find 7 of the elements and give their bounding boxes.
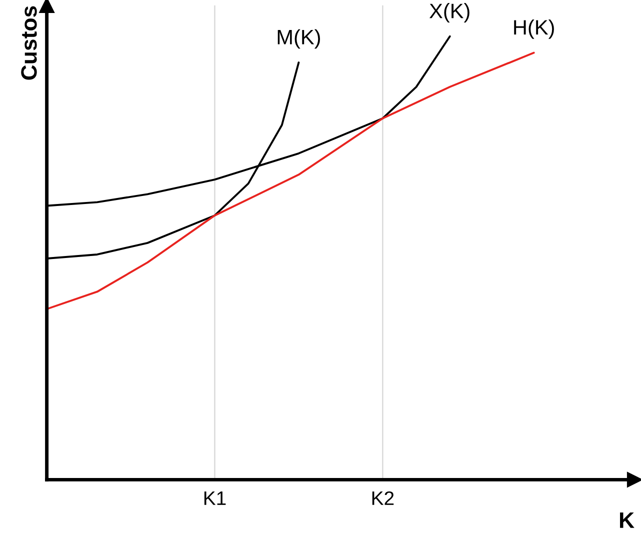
y-axis-title: Custos xyxy=(21,6,37,80)
series-label: M(K) xyxy=(278,29,320,49)
series-label: H(K) xyxy=(514,19,554,39)
x-tick-label: K2 xyxy=(372,491,394,505)
x-axis-title: K xyxy=(620,512,634,528)
series-label: X(K) xyxy=(429,3,470,22)
x-tick-label: K1 xyxy=(204,492,226,505)
